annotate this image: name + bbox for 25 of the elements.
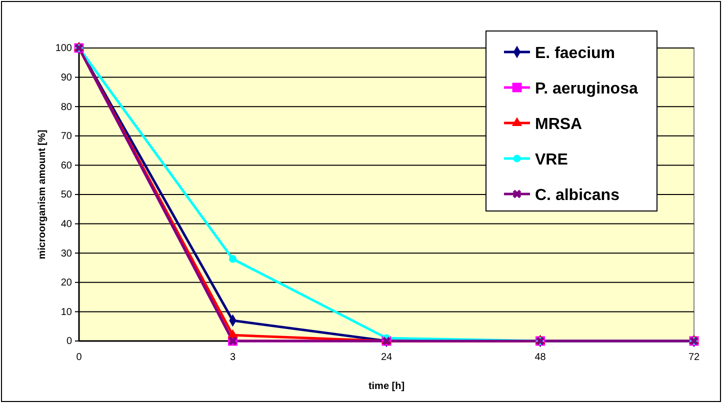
y-axis-title: microorganism amount [%] <box>37 130 48 260</box>
x-tick-label: 24 <box>380 352 392 364</box>
legend-label: E. faecium <box>535 45 616 62</box>
x-tick-label: 3 <box>230 352 236 364</box>
y-tick-label: 40 <box>60 219 72 230</box>
y-tick-label: 60 <box>60 160 72 172</box>
legend-label: VRE <box>535 152 568 168</box>
y-tick-label: 90 <box>60 72 72 84</box>
legend-label: C. albicans <box>535 187 620 204</box>
y-tick-label: 10 <box>60 306 72 318</box>
point <box>228 329 238 338</box>
x-axis-title: time [h] <box>368 381 405 392</box>
point <box>228 255 237 263</box>
y-tick-label: 50 <box>60 190 72 201</box>
y-tick-label: 80 <box>60 102 72 113</box>
x-tick-label: 48 <box>534 352 546 364</box>
y-tick-label: 0 <box>66 336 72 348</box>
y-tick-label: 20 <box>60 278 72 289</box>
y-tick-label: 100 <box>55 43 72 54</box>
legend-label: MRSA <box>535 116 583 133</box>
y-tick-label: 30 <box>60 248 72 260</box>
x-tick-label: 0 <box>76 352 82 364</box>
legend-label: P. aeruginosa <box>535 80 638 98</box>
x-tick-label: 72 <box>688 352 700 364</box>
y-tick-label: 70 <box>60 131 72 142</box>
